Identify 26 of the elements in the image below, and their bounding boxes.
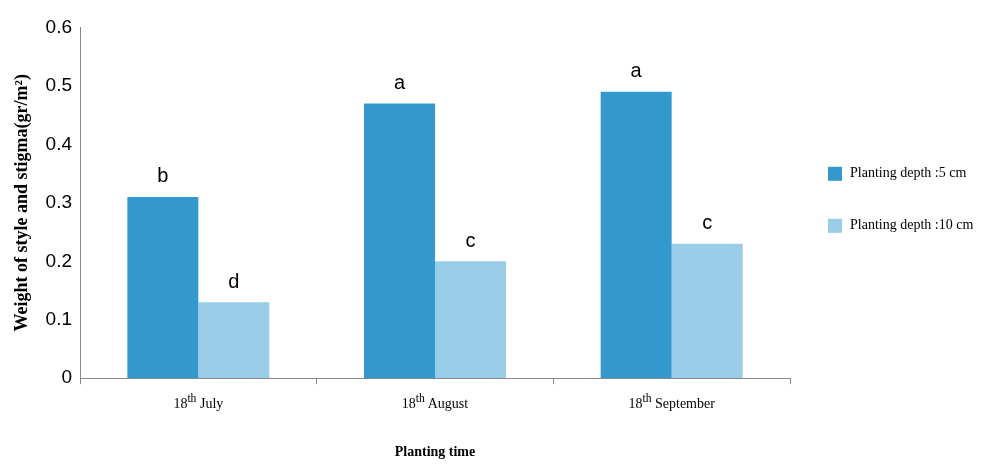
legend-label: Planting depth :10 cm <box>850 217 974 233</box>
bar <box>127 196 199 379</box>
x-tick-label: 18$^{th}$ September <box>628 391 715 413</box>
bar <box>364 103 436 379</box>
annotation: d <box>228 269 240 292</box>
y-tick-label: 0.3 <box>45 191 73 213</box>
x-tick-label: 18$^{th}$ July <box>173 391 224 413</box>
x-axis-title: Planting time <box>394 444 476 460</box>
x-tick-label: 18$^{th}$ August <box>401 391 469 413</box>
annotation: a <box>630 59 643 82</box>
annotation: c <box>702 211 713 234</box>
legend-label: Planting depth :5 cm <box>850 165 967 181</box>
bar <box>435 261 507 379</box>
bar <box>600 91 672 379</box>
y-tick-label: 0.5 <box>45 74 73 96</box>
y-tick-label: 0.1 <box>45 307 73 329</box>
annotation: c <box>465 228 476 251</box>
y-tick-label: 0.2 <box>45 249 73 271</box>
y-tick-label: 0.4 <box>45 132 73 154</box>
y-axis-title: Weight of style and stigma(gr/m²) <box>11 74 33 332</box>
y-tick-label: 0 <box>61 366 73 388</box>
annotation: b <box>157 164 169 187</box>
bar <box>198 302 270 379</box>
y-tick-label: 0.6 <box>45 15 73 37</box>
bar <box>671 243 743 379</box>
annotation: a <box>393 70 406 93</box>
